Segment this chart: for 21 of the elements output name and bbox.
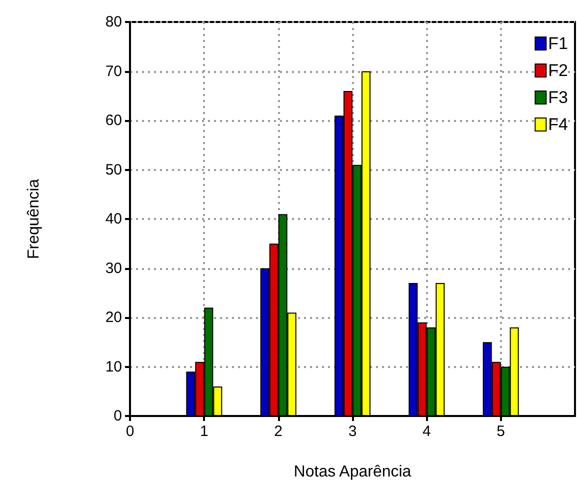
y-tick-label: 20 [105, 309, 122, 326]
legend-label: F2 [548, 61, 568, 80]
y-axis-title: Frequência [26, 178, 42, 260]
x-tick-label: 1 [200, 423, 208, 440]
y-tick-label: 0 [114, 408, 122, 424]
x-tick-label: 5 [496, 423, 506, 440]
y-tick-label: 80 [105, 14, 122, 30]
legend-label: F4 [548, 115, 568, 134]
y-tick-label: 10 [105, 358, 122, 376]
x-tick-label: 3 [348, 423, 357, 440]
x-axis-title: Notas Aparência [294, 464, 412, 480]
legend-label: F3 [548, 88, 568, 107]
y-tick-label: 60 [105, 112, 122, 129]
legend-label: F1 [548, 34, 568, 53]
x-tick-label: 0 [126, 423, 134, 440]
y-tick-label: 70 [105, 62, 122, 80]
x-tick-label: 2 [274, 423, 283, 440]
x-tick-label: 4 [422, 423, 431, 440]
y-tick-label: 50 [105, 161, 122, 178]
y-tick-label: 40 [105, 210, 122, 228]
y-tick-label: 30 [105, 260, 122, 277]
